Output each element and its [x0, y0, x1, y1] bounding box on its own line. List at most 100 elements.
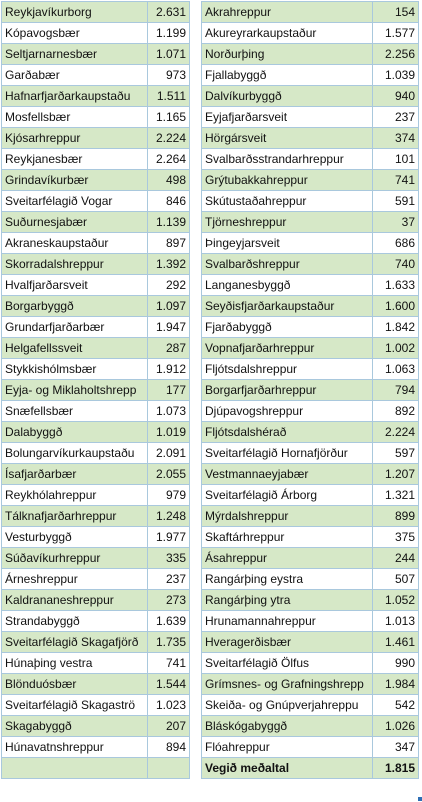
table-row: Skorradalshreppur 1.392 — [1, 253, 190, 275]
municipality-value: 973 — [147, 64, 190, 86]
municipality-name: Grímsnes- og Grafningshrepp — [201, 673, 373, 695]
table-row: Seyðisfjarðarkaupstaður 1.600 — [201, 295, 419, 317]
municipality-value: 979 — [147, 484, 190, 506]
municipality-value: 1.073 — [147, 400, 190, 422]
municipality-name: Sveitarfélagið Ölfus — [201, 652, 373, 674]
municipality-value: 2.224 — [372, 421, 419, 443]
municipality-name: Eyjafjarðarsveit — [201, 106, 373, 128]
table-row: Eyjafjarðarsveit 237 — [201, 106, 419, 128]
municipality-name: Fljótsdalshreppur — [201, 358, 373, 380]
municipality-value: 1.026 — [372, 715, 419, 737]
municipality-name: Seyðisfjarðarkaupstaður — [201, 295, 373, 317]
table-row: Dalabyggð 1.019 — [1, 421, 190, 443]
table-row: Langanesbyggð 1.633 — [201, 274, 419, 296]
municipality-name: Hörgársveit — [201, 127, 373, 149]
municipality-value: 1.321 — [372, 484, 419, 506]
table-row: Mýrdalshreppur 899 — [201, 505, 419, 527]
municipality-name: Akrahreppur — [201, 1, 373, 23]
table-row: Tjörneshreppur 37 — [201, 211, 419, 233]
municipality-name: Sveitarfélagið Skagaströ — [1, 694, 148, 716]
municipality-name: Sveitarfélagið Vogar — [1, 190, 148, 212]
table-row: Skútustaðahreppur 591 — [201, 190, 419, 212]
municipality-value: 1.735 — [147, 631, 190, 653]
municipality-name: Helgafellssveit — [1, 337, 148, 359]
table-row: Grímsnes- og Grafningshrepp 1.984 — [201, 673, 419, 695]
selection-handle[interactable] — [418, 797, 422, 801]
municipality-value: 244 — [372, 547, 419, 569]
municipality-value: 1.947 — [147, 316, 190, 338]
municipality-value: 740 — [372, 253, 419, 275]
table-row: Grindavíkurbær 498 — [1, 169, 190, 191]
municipality-name: Skútustaðahreppur — [201, 190, 373, 212]
municipality-name: Bláskógabyggð — [201, 715, 373, 737]
municipality-name: Reykjavíkurborg — [1, 1, 148, 23]
municipality-name: Suðurnesjabær — [1, 211, 148, 233]
municipality-name: Hvalfjarðarsveit — [1, 274, 148, 296]
municipality-value: 2.055 — [147, 463, 190, 485]
municipality-name: Akureyrarkaupstaður — [201, 22, 373, 44]
table-row: Grýtubakkahreppur 741 — [201, 169, 419, 191]
municipality-value: 597 — [372, 442, 419, 464]
table-row: Eyja- og Miklaholtshrepp 177 — [1, 379, 190, 401]
municipality-name: Blönduósbær — [1, 673, 148, 695]
table-row: Reykhólahreppur 979 — [1, 484, 190, 506]
table-row: Kjósarhreppur 2.224 — [1, 127, 190, 149]
municipality-value: 347 — [372, 736, 419, 758]
table-row: Fjarðabyggð 1.842 — [201, 316, 419, 338]
table-row: Flóahreppur 347 — [201, 736, 419, 758]
municipality-value: 1.984 — [372, 673, 419, 695]
municipality-value: 1.815 — [372, 757, 419, 779]
municipality-value: 899 — [372, 505, 419, 527]
municipality-name: Strandabyggð — [1, 610, 148, 632]
municipality-name: Súðavíkurhreppur — [1, 547, 148, 569]
municipality-name: Seltjarnarnesbær — [1, 43, 148, 65]
table-row: Rangárþing ytra 1.052 — [201, 589, 419, 611]
municipality-value: 1.063 — [372, 358, 419, 380]
municipality-value: 1.842 — [372, 316, 419, 338]
table-row: Grundarfjarðarbær 1.947 — [1, 316, 190, 338]
municipality-name: Grundarfjarðarbær — [1, 316, 148, 338]
municipality-value: 1.639 — [147, 610, 190, 632]
municipality-name: Kópavogsbær — [1, 22, 148, 44]
municipality-value: 237 — [147, 568, 190, 590]
municipality-name: Skorradalshreppur — [1, 253, 148, 275]
municipality-value: 542 — [372, 694, 419, 716]
table-row: Hvalfjarðarsveit 292 — [1, 274, 190, 296]
table-row: Sveitarfélagið Ölfus 990 — [201, 652, 419, 674]
municipality-name: Tálknafjarðarhreppur — [1, 505, 148, 527]
table-row: Akrahreppur 154 — [201, 1, 419, 23]
municipality-value: 940 — [372, 85, 419, 107]
municipality-name: Fjallabyggð — [201, 64, 373, 86]
municipality-name: Sveitarfélagið Skagafjörð — [1, 631, 148, 653]
municipality-value: 375 — [372, 526, 419, 548]
municipality-name: Eyja- og Miklaholtshrepp — [1, 379, 148, 401]
municipality-name: Mosfellsbær — [1, 106, 148, 128]
municipality-value: 1.039 — [372, 64, 419, 86]
municipality-value: 794 — [372, 379, 419, 401]
municipality-value: 2.091 — [147, 442, 190, 464]
table-row: Þingeyjarsveit 686 — [201, 232, 419, 254]
municipality-value: 1.019 — [147, 421, 190, 443]
table-row: Sveitarfélagið Skagafjörð 1.735 — [1, 631, 190, 653]
municipality-name: Vesturbyggð — [1, 526, 148, 548]
municipality-value: 177 — [147, 379, 190, 401]
municipality-name: Húnaþing vestra — [1, 652, 148, 674]
table-row: Reykjavíkurborg 2.631 — [1, 1, 190, 23]
table-row: Vegið meðaltal 1.815 — [201, 757, 419, 779]
table-row: Rangárþing eystra 507 — [201, 568, 419, 590]
municipality-name: Djúpavogshreppur — [201, 400, 373, 422]
table-row: Kópavogsbær 1.199 — [1, 22, 190, 44]
municipality-name: Svalbarðsstrandarhreppur — [201, 148, 373, 170]
table-row: Skaftárhreppur 375 — [201, 526, 419, 548]
municipality-name: Skaftárhreppur — [201, 526, 373, 548]
municipality-value: 1.052 — [372, 589, 419, 611]
municipality-value: 1.199 — [147, 22, 190, 44]
municipality-value: 1.248 — [147, 505, 190, 527]
municipality-value: 591 — [372, 190, 419, 212]
municipality-value: 37 — [372, 211, 419, 233]
municipality-value: 741 — [147, 652, 190, 674]
municipality-value: 273 — [147, 589, 190, 611]
municipality-name: Vegið meðaltal — [201, 757, 373, 779]
municipality-value: 1.912 — [147, 358, 190, 380]
table-row: Bláskógabyggð 1.026 — [201, 715, 419, 737]
